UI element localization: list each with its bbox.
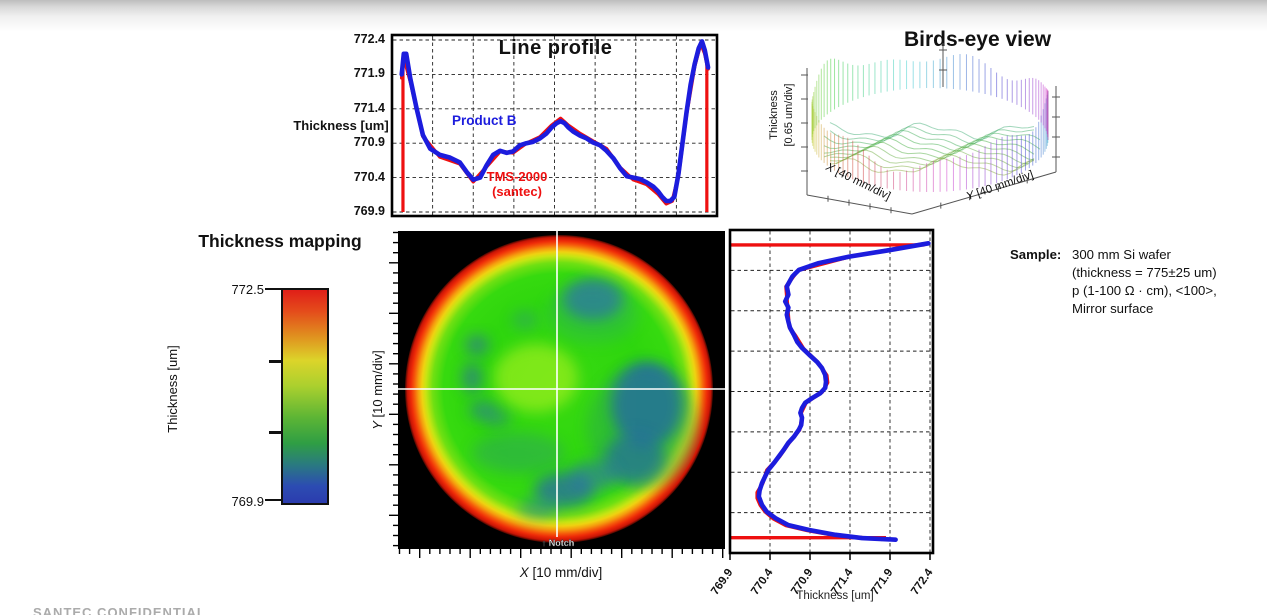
vertical-profile-x-axis-label: Thickness [um] bbox=[796, 590, 874, 602]
lp-y-tick-label: 770.9 bbox=[353, 135, 385, 150]
svg-text:↑ Notch: ↑ Notch bbox=[542, 538, 575, 548]
colorbar-tick-top bbox=[265, 288, 281, 290]
thickness-mapping-title: Thickness mapping bbox=[198, 231, 362, 251]
tms-label-line1: TMS-2000 bbox=[486, 169, 548, 184]
colorbar-max-value: 772.5 bbox=[231, 282, 264, 297]
sample-annotation: Sample: 300 mm Si wafer (thickness = 775… bbox=[1010, 246, 1240, 318]
lp-y-tick-label: 771.9 bbox=[353, 66, 385, 81]
sample-line-4: Mirror surface bbox=[1072, 301, 1154, 316]
sample-line-2: (thickness = 775±25 um) bbox=[1072, 265, 1217, 280]
colorbar-tick-bottom bbox=[265, 499, 281, 501]
map-y-rest: [10 mm/div] bbox=[370, 350, 385, 422]
wafer-thickness-map: ↑ Notch bbox=[389, 231, 725, 558]
vertical-profile-plot: 769.9 770.4 770.9 771.4 771.9 772.4 bbox=[709, 228, 936, 597]
line-profile-plot bbox=[390, 33, 719, 218]
page-top-shadow-bar bbox=[0, 0, 1267, 34]
sample-line-3: p (1-100 Ω · cm), <100>, bbox=[1072, 283, 1217, 298]
birds-eye-title: Birds-eye view bbox=[903, 28, 1052, 51]
map-y-var: Y bbox=[370, 421, 385, 430]
series-label-product-b: Product B bbox=[452, 113, 517, 128]
wafer-map-y-axis-label: Y [10 mm/div] bbox=[370, 334, 386, 446]
colorbar-units-label: Thickness [um] bbox=[165, 345, 180, 433]
lp-y-tick-label: 772.4 bbox=[353, 32, 385, 46]
lp-y-tick-label: 769.9 bbox=[353, 204, 385, 218]
series-label-tms-2000: TMS-2000 (santec) bbox=[462, 169, 572, 199]
confidential-footer-text: SANTEC CONFIDENTIAL bbox=[33, 605, 206, 615]
map-x-var: X bbox=[519, 565, 529, 580]
colorbar-tick-lower bbox=[269, 431, 281, 434]
sample-heading: Sample: bbox=[1010, 247, 1062, 262]
colorbar-min-value: 769.9 bbox=[231, 494, 264, 509]
map-x-rest: [10 mm/div] bbox=[528, 565, 603, 580]
birds-eye-plot bbox=[801, 43, 1060, 215]
line-profile-y-axis-label: Thickness [um] bbox=[293, 118, 389, 133]
colorbar-tick-upper bbox=[269, 360, 281, 363]
colorbar bbox=[281, 288, 329, 505]
wafer-map-x-axis-label: X [10 mm/div] bbox=[480, 565, 642, 580]
lp-y-tick-label: 771.4 bbox=[353, 100, 385, 115]
svg-text:769.9: 769.9 bbox=[709, 567, 735, 597]
tms-label-line2: (santec) bbox=[492, 184, 542, 199]
line-profile-title: Line profile bbox=[498, 37, 613, 59]
sample-line-1: 300 mm Si wafer bbox=[1072, 247, 1171, 262]
lp-y-tick-label: 770.4 bbox=[353, 169, 385, 184]
